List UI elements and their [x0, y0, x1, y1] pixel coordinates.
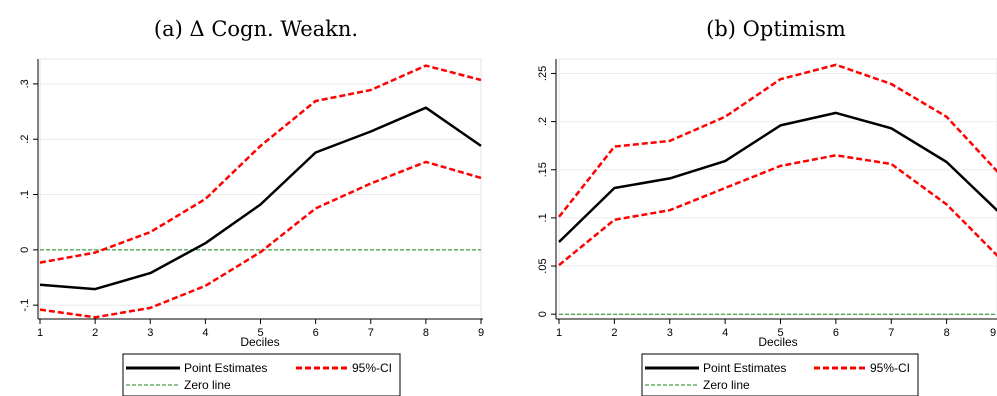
panel-a-y-tick-label: -.1	[19, 299, 31, 312]
panel-a-y-tick-label: 0	[19, 247, 31, 253]
panel-b-plot-area	[558, 58, 997, 320]
panel-b-y-tick-label: .05	[537, 258, 549, 273]
panel-a: (a) Δ Cogn. Weakn. -.1 0 .1 .2 .3 1 2 3 4 5 6 7 8 9 D…	[19, 17, 484, 396]
panel-a-legend-point-label: Point Estimates	[184, 361, 267, 375]
panel-a-legend-zero-label: Zero line	[184, 378, 231, 392]
panel-a-series-ci-lower	[39, 160, 482, 319]
panel-b-x-tick-label: 3	[667, 327, 673, 339]
panel-b-legend: Point Estimates 95%-CI Zero line	[641, 353, 919, 396]
panel-a-x-tick-label: 2	[92, 327, 98, 339]
panel-b-series-point	[558, 111, 997, 243]
panel-b-legend-zero-label: Zero line	[703, 378, 750, 392]
panel-b-legend-point-label: Point Estimates	[703, 361, 786, 375]
panel-b-x-tick-label: 6	[833, 327, 839, 339]
panel-a-x-tick-label: 1	[37, 327, 43, 339]
panel-b-y-tick-label: .1	[537, 213, 549, 222]
panel-a-x-tick-label: 7	[368, 327, 374, 339]
panel-b-lines	[558, 63, 997, 315]
panel-a-series-point	[39, 106, 482, 291]
panel-b-series-ci-upper	[558, 63, 997, 218]
panel-b-x-tick-label: 7	[888, 327, 894, 339]
panel-a-plot-area	[39, 58, 482, 320]
panel-b-x-tick-label: 5	[777, 327, 783, 339]
panel-b-legend-box	[641, 353, 919, 396]
panel-a-y-tick-label: .2	[19, 135, 31, 144]
panel-a-y-tick-label: .3	[19, 79, 31, 88]
panel-b-x-tick-label: 4	[722, 327, 728, 339]
panel-a-legend: Point Estimates 95%-CI Zero line	[122, 353, 401, 396]
panel-a-x-label: Deciles	[240, 335, 279, 349]
panel-a-x-tick-label: 5	[257, 327, 263, 339]
panel-a-x-tick-label: 4	[202, 327, 208, 339]
panel-b-x-tick-label: 8	[944, 327, 950, 339]
panel-a-x-tick-label: 9	[478, 327, 484, 339]
panel-a-legend-box	[122, 353, 401, 396]
panel-b-y-tick-label: .25	[537, 66, 549, 81]
panel-b-y-tick-label: .2	[537, 117, 549, 126]
panel-b-y-tick-label: 0	[537, 311, 549, 317]
panel-a-x-tick-label: 3	[147, 327, 153, 339]
panel-a-x-tick-label: 8	[423, 327, 429, 339]
panel-b: (b) Optimism 0 .05 .1 .15 .2 .25 1 2 3 4 5 6 7 8 9 Dec…	[537, 17, 997, 396]
panel-a-series-ci-upper	[39, 64, 482, 264]
panel-b-y-tick-label: .15	[537, 162, 549, 177]
panel-a-y-tick-label: .1	[19, 190, 31, 199]
panel-b-ticks: 0 .05 .1 .15 .2 .25 1 2 3 4 5 6 7 8 9	[537, 66, 996, 339]
panel-a-legend-ci-label: 95%-CI	[352, 361, 392, 375]
panel-a-lines	[39, 64, 482, 319]
panel-b-x-label: Deciles	[758, 335, 797, 349]
panel-a-ticks: -.1 0 .1 .2 .3 1 2 3 4 5 6 7 8 9	[19, 79, 484, 339]
panel-a-x-tick-label: 6	[313, 327, 319, 339]
panel-b-x-tick-label: 1	[556, 327, 562, 339]
panel-a-title: (a) Δ Cogn. Weakn.	[154, 17, 358, 41]
panel-b-series-ci-lower	[558, 154, 997, 267]
panel-b-x-tick-label: 9	[990, 327, 996, 339]
panel-b-title: (b) Optimism	[706, 17, 846, 41]
panel-b-legend-ci-label: 95%-CI	[870, 361, 910, 375]
panel-b-x-tick-label: 2	[611, 327, 617, 339]
